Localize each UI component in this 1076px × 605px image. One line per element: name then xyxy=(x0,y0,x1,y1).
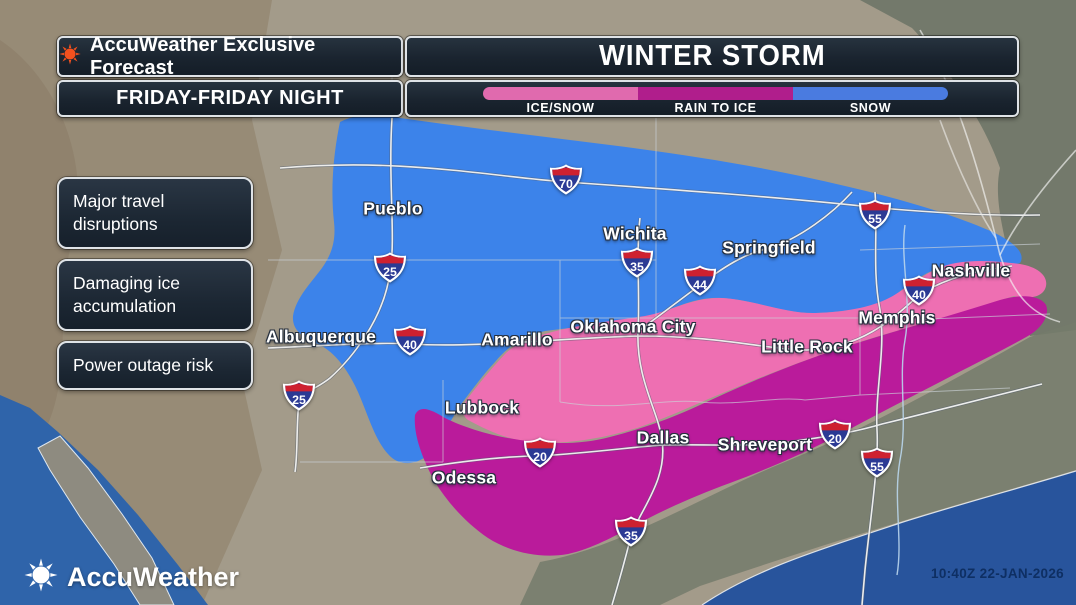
legend-bar xyxy=(483,87,948,100)
interstate-25-shield: 25 xyxy=(281,379,318,417)
callout-0: Major travel disruptions xyxy=(57,177,253,250)
svg-text:35: 35 xyxy=(624,529,638,543)
svg-text:40: 40 xyxy=(403,338,417,352)
footer-logo: AccuWeather xyxy=(24,558,239,597)
interstate-44-shield: 44 xyxy=(682,264,719,302)
svg-text:20: 20 xyxy=(533,450,547,464)
state-borders xyxy=(268,36,1051,463)
interstate-70-shield: 70 xyxy=(548,163,585,201)
callout-2: Power outage risk xyxy=(57,341,253,391)
interstate-35-shield: 35 xyxy=(619,246,656,284)
svg-text:44: 44 xyxy=(693,278,707,292)
timeframe-banner: FRIDAY-FRIDAY NIGHT xyxy=(57,80,403,117)
city-label-springfield: Springfield xyxy=(722,237,816,258)
city-label-wichita: Wichita xyxy=(603,223,667,244)
region-ice-snow xyxy=(462,261,1047,443)
legend-label-2: SNOW xyxy=(849,101,892,115)
city-label-odessa: Odessa xyxy=(431,467,497,488)
svg-text:55: 55 xyxy=(868,212,882,226)
terrain-rockies-shade xyxy=(0,40,79,440)
accuweather-sun-icon xyxy=(24,558,58,597)
interstate-20-shield: 20 xyxy=(817,418,854,456)
svg-text:55: 55 xyxy=(870,460,884,474)
svg-text:20: 20 xyxy=(828,432,842,446)
legend-labels: ICE/SNOW RAIN TO ICE SNOW xyxy=(483,101,948,115)
brand-banner-label: AccuWeather Exclusive Forecast xyxy=(90,33,316,79)
gulf-of-mexico xyxy=(702,471,1076,605)
legend-segment-0 xyxy=(483,87,638,100)
title-banner-label: WINTER STORM xyxy=(598,40,826,72)
legend-panel: ICE/SNOW RAIN TO ICE SNOW xyxy=(405,80,1019,117)
terrain-southeast xyxy=(520,322,1076,605)
city-label-amarillo: Amarillo xyxy=(481,329,553,350)
city-label-pueblo: Pueblo xyxy=(363,198,423,219)
timestamp: 10:40Z 22-JAN-2026 xyxy=(931,566,1064,581)
svg-text:70: 70 xyxy=(559,177,573,191)
svg-text:25: 25 xyxy=(292,393,306,407)
city-label-nashville: Nashville xyxy=(931,260,1011,281)
legend-label-1: RAIN TO ICE xyxy=(674,101,757,115)
terrain-northeast xyxy=(860,0,1076,336)
legend-segment-1 xyxy=(638,87,793,100)
city-label-lubbock: Lubbock xyxy=(444,397,520,418)
interstate-55-shield: 55 xyxy=(857,198,894,236)
city-label-albuquerque: Albuquerque xyxy=(265,326,377,347)
callouts: Major travel disruptions Damaging ice acc… xyxy=(57,177,253,391)
callout-1: Damaging ice accumulation xyxy=(57,259,253,332)
sun-icon xyxy=(59,42,81,71)
timeframe-banner-label: FRIDAY-FRIDAY NIGHT xyxy=(116,87,344,109)
legend-segment-2 xyxy=(793,87,948,100)
region-rain-to-ice xyxy=(414,296,1048,556)
interstate-20-shield: 20 xyxy=(522,436,559,474)
city-label-memphis: Memphis xyxy=(858,307,936,328)
legend-label-0: ICE/SNOW xyxy=(526,101,595,115)
interstate-55-shield: 55 xyxy=(859,446,896,484)
svg-text:35: 35 xyxy=(630,260,644,274)
svg-text:40: 40 xyxy=(912,288,926,302)
city-label-oklahoma-city: Oklahoma City xyxy=(570,316,696,337)
gulf-coastline xyxy=(701,470,1076,605)
city-label-shreveport: Shreveport xyxy=(717,434,813,455)
interstate-40-shield: 40 xyxy=(901,274,938,312)
interstate-40-shield: 40 xyxy=(392,324,429,362)
svg-text:25: 25 xyxy=(383,265,397,279)
city-label-dallas: Dallas xyxy=(636,427,690,448)
region-snow xyxy=(292,113,1022,464)
baja-peninsula xyxy=(37,435,175,605)
footer-logo-text: AccuWeather xyxy=(67,562,240,592)
city-label-little-rock: Little Rock xyxy=(761,336,853,357)
interstate-25-shield: 25 xyxy=(372,251,409,289)
brand-banner: AccuWeather Exclusive Forecast xyxy=(57,33,403,79)
interstate-35-shield: 35 xyxy=(613,515,650,553)
title-banner: WINTER STORM xyxy=(405,36,1019,77)
